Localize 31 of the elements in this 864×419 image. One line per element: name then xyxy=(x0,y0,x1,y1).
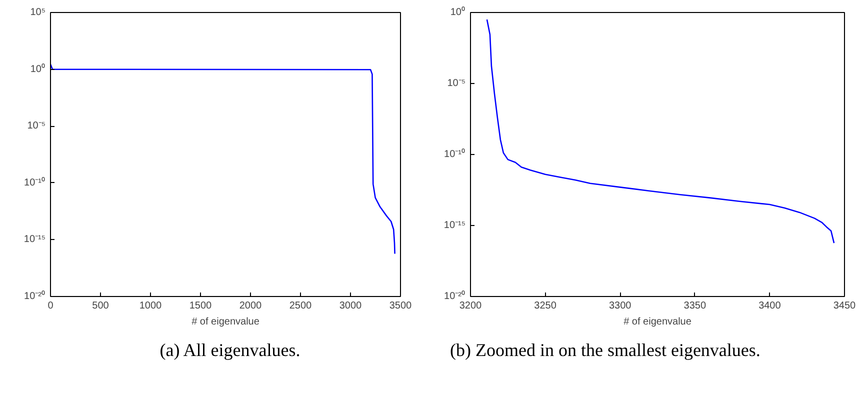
line-series xyxy=(50,64,396,254)
text: (a) All eigenvalues. xyxy=(160,339,300,362)
y-tick-label: 10⁻⁵ xyxy=(447,78,466,89)
y-tick-label: 10⁵ xyxy=(30,7,46,18)
x-tick-label: 3500 xyxy=(389,300,412,312)
x-tick-label: 3350 xyxy=(684,300,706,312)
x-tick-label: 1500 xyxy=(189,300,212,312)
x-tick-label: 3400 xyxy=(758,300,782,312)
text: (b) Zoomed in on the smallest eigenvalues. xyxy=(450,339,760,362)
y-tick-label: 10⁰ xyxy=(30,62,46,75)
y-tick-label: 10⁻¹⁰ xyxy=(24,176,46,188)
x-axis-title: # of eigenvalue xyxy=(192,316,260,328)
x-axis-title: # of eigenvalue xyxy=(624,316,692,328)
y-tick-label: 10⁻¹⁵ xyxy=(444,220,466,231)
y-tick-label: 10⁻¹⁰ xyxy=(444,148,466,160)
x-tick-label: 3000 xyxy=(339,300,362,312)
x-tick-label: 1000 xyxy=(139,300,162,312)
x-tick-label: 500 xyxy=(92,300,110,312)
x-tick-label: 3250 xyxy=(534,300,557,312)
line-series xyxy=(486,18,835,244)
y-tick-label: 10⁻⁵ xyxy=(27,120,46,132)
x-tick-label: 3200 xyxy=(459,300,482,312)
x-tick-label: 3300 xyxy=(608,300,632,312)
x-tick-label: 0 xyxy=(48,300,54,312)
x-tick-label: 2500 xyxy=(289,300,312,312)
y-tick-label: 10⁻²⁰ xyxy=(444,290,466,302)
y-tick-label: 10⁻²⁰ xyxy=(24,290,46,302)
x-tick-label: 2000 xyxy=(239,300,262,312)
y-tick-label: 10⁻¹⁵ xyxy=(24,234,46,246)
y-tick-label: 10⁰ xyxy=(450,6,466,18)
x-tick-label: 3450 xyxy=(833,300,856,312)
